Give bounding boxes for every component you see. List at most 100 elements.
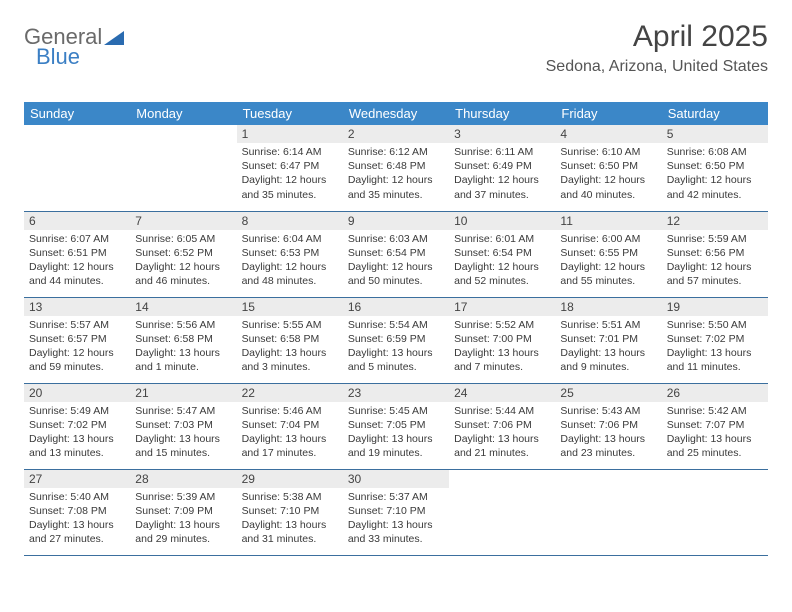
day-number: 20 (24, 384, 130, 402)
day-number: 23 (343, 384, 449, 402)
day-details: Sunrise: 5:45 AMSunset: 7:05 PMDaylight:… (343, 402, 449, 465)
day-header: Monday (130, 102, 236, 125)
calendar-cell: 12Sunrise: 5:59 AMSunset: 6:56 PMDayligh… (662, 211, 768, 297)
day-number: 25 (555, 384, 661, 402)
day-details: Sunrise: 5:49 AMSunset: 7:02 PMDaylight:… (24, 402, 130, 465)
day-number: 1 (237, 125, 343, 143)
day-number: 14 (130, 298, 236, 316)
day-number: 12 (662, 212, 768, 230)
day-details: Sunrise: 5:52 AMSunset: 7:00 PMDaylight:… (449, 316, 555, 379)
day-details: Sunrise: 5:50 AMSunset: 7:02 PMDaylight:… (662, 316, 768, 379)
day-details: Sunrise: 6:14 AMSunset: 6:47 PMDaylight:… (237, 143, 343, 206)
calendar-cell: 18Sunrise: 5:51 AMSunset: 7:01 PMDayligh… (555, 297, 661, 383)
day-details: Sunrise: 5:56 AMSunset: 6:58 PMDaylight:… (130, 316, 236, 379)
calendar-cell: 9Sunrise: 6:03 AMSunset: 6:54 PMDaylight… (343, 211, 449, 297)
day-number: 3 (449, 125, 555, 143)
day-details: Sunrise: 6:07 AMSunset: 6:51 PMDaylight:… (24, 230, 130, 293)
day-header: Tuesday (237, 102, 343, 125)
day-number: 6 (24, 212, 130, 230)
calendar-cell: 20Sunrise: 5:49 AMSunset: 7:02 PMDayligh… (24, 383, 130, 469)
day-details: Sunrise: 5:44 AMSunset: 7:06 PMDaylight:… (449, 402, 555, 465)
day-details: Sunrise: 6:05 AMSunset: 6:52 PMDaylight:… (130, 230, 236, 293)
day-details: Sunrise: 5:37 AMSunset: 7:10 PMDaylight:… (343, 488, 449, 551)
day-number: 9 (343, 212, 449, 230)
calendar-cell: 7Sunrise: 6:05 AMSunset: 6:52 PMDaylight… (130, 211, 236, 297)
calendar-cell (24, 125, 130, 211)
calendar-cell: 11Sunrise: 6:00 AMSunset: 6:55 PMDayligh… (555, 211, 661, 297)
day-number: 2 (343, 125, 449, 143)
calendar-cell: 4Sunrise: 6:10 AMSunset: 6:50 PMDaylight… (555, 125, 661, 211)
day-number: 15 (237, 298, 343, 316)
day-details: Sunrise: 6:08 AMSunset: 6:50 PMDaylight:… (662, 143, 768, 206)
calendar-cell (662, 469, 768, 555)
day-header-row: Sunday Monday Tuesday Wednesday Thursday… (24, 102, 768, 125)
day-header: Friday (555, 102, 661, 125)
calendar-row: 20Sunrise: 5:49 AMSunset: 7:02 PMDayligh… (24, 383, 768, 469)
calendar-cell (555, 469, 661, 555)
header-right: April 2025 Sedona, Arizona, United State… (546, 20, 768, 76)
day-details: Sunrise: 5:59 AMSunset: 6:56 PMDaylight:… (662, 230, 768, 293)
calendar-cell: 3Sunrise: 6:11 AMSunset: 6:49 PMDaylight… (449, 125, 555, 211)
day-number: 27 (24, 470, 130, 488)
day-details: Sunrise: 5:46 AMSunset: 7:04 PMDaylight:… (237, 402, 343, 465)
day-number: 19 (662, 298, 768, 316)
day-number: 8 (237, 212, 343, 230)
day-details: Sunrise: 6:12 AMSunset: 6:48 PMDaylight:… (343, 143, 449, 206)
calendar-cell: 6Sunrise: 6:07 AMSunset: 6:51 PMDaylight… (24, 211, 130, 297)
day-header: Sunday (24, 102, 130, 125)
day-number: 29 (237, 470, 343, 488)
calendar-cell: 30Sunrise: 5:37 AMSunset: 7:10 PMDayligh… (343, 469, 449, 555)
day-details: Sunrise: 6:03 AMSunset: 6:54 PMDaylight:… (343, 230, 449, 293)
day-number: 17 (449, 298, 555, 316)
day-number: 30 (343, 470, 449, 488)
calendar-cell: 2Sunrise: 6:12 AMSunset: 6:48 PMDaylight… (343, 125, 449, 211)
day-number: 4 (555, 125, 661, 143)
day-number: 24 (449, 384, 555, 402)
calendar-cell: 26Sunrise: 5:42 AMSunset: 7:07 PMDayligh… (662, 383, 768, 469)
calendar-cell (130, 125, 236, 211)
calendar-table: Sunday Monday Tuesday Wednesday Thursday… (24, 102, 768, 556)
day-details: Sunrise: 5:43 AMSunset: 7:06 PMDaylight:… (555, 402, 661, 465)
day-number: 7 (130, 212, 236, 230)
day-header: Wednesday (343, 102, 449, 125)
day-number: 5 (662, 125, 768, 143)
calendar-row: 27Sunrise: 5:40 AMSunset: 7:08 PMDayligh… (24, 469, 768, 555)
calendar-row: 6Sunrise: 6:07 AMSunset: 6:51 PMDaylight… (24, 211, 768, 297)
calendar-body: 1Sunrise: 6:14 AMSunset: 6:47 PMDaylight… (24, 125, 768, 555)
day-number: 16 (343, 298, 449, 316)
day-number: 18 (555, 298, 661, 316)
day-details: Sunrise: 5:57 AMSunset: 6:57 PMDaylight:… (24, 316, 130, 379)
calendar-cell: 25Sunrise: 5:43 AMSunset: 7:06 PMDayligh… (555, 383, 661, 469)
day-details: Sunrise: 5:42 AMSunset: 7:07 PMDaylight:… (662, 402, 768, 465)
calendar-cell: 27Sunrise: 5:40 AMSunset: 7:08 PMDayligh… (24, 469, 130, 555)
day-details: Sunrise: 5:51 AMSunset: 7:01 PMDaylight:… (555, 316, 661, 379)
day-number: 22 (237, 384, 343, 402)
day-number: 10 (449, 212, 555, 230)
brand-text-2: Blue (36, 44, 80, 70)
calendar-cell (449, 469, 555, 555)
calendar-cell: 14Sunrise: 5:56 AMSunset: 6:58 PMDayligh… (130, 297, 236, 383)
calendar-cell: 19Sunrise: 5:50 AMSunset: 7:02 PMDayligh… (662, 297, 768, 383)
calendar-row: 1Sunrise: 6:14 AMSunset: 6:47 PMDaylight… (24, 125, 768, 211)
day-details: Sunrise: 5:38 AMSunset: 7:10 PMDaylight:… (237, 488, 343, 551)
day-details: Sunrise: 6:10 AMSunset: 6:50 PMDaylight:… (555, 143, 661, 206)
day-details: Sunrise: 6:01 AMSunset: 6:54 PMDaylight:… (449, 230, 555, 293)
calendar-cell: 16Sunrise: 5:54 AMSunset: 6:59 PMDayligh… (343, 297, 449, 383)
calendar-cell: 8Sunrise: 6:04 AMSunset: 6:53 PMDaylight… (237, 211, 343, 297)
day-details: Sunrise: 5:47 AMSunset: 7:03 PMDaylight:… (130, 402, 236, 465)
calendar-cell: 15Sunrise: 5:55 AMSunset: 6:58 PMDayligh… (237, 297, 343, 383)
page-title: April 2025 (546, 20, 768, 54)
day-number: 21 (130, 384, 236, 402)
location-text: Sedona, Arizona, United States (546, 58, 768, 76)
day-details: Sunrise: 6:00 AMSunset: 6:55 PMDaylight:… (555, 230, 661, 293)
day-details: Sunrise: 6:04 AMSunset: 6:53 PMDaylight:… (237, 230, 343, 293)
day-header: Saturday (662, 102, 768, 125)
calendar-cell: 17Sunrise: 5:52 AMSunset: 7:00 PMDayligh… (449, 297, 555, 383)
day-number: 13 (24, 298, 130, 316)
calendar-cell: 24Sunrise: 5:44 AMSunset: 7:06 PMDayligh… (449, 383, 555, 469)
day-details: Sunrise: 6:11 AMSunset: 6:49 PMDaylight:… (449, 143, 555, 206)
calendar-cell: 23Sunrise: 5:45 AMSunset: 7:05 PMDayligh… (343, 383, 449, 469)
day-number: 26 (662, 384, 768, 402)
calendar-cell: 28Sunrise: 5:39 AMSunset: 7:09 PMDayligh… (130, 469, 236, 555)
day-details: Sunrise: 5:55 AMSunset: 6:58 PMDaylight:… (237, 316, 343, 379)
